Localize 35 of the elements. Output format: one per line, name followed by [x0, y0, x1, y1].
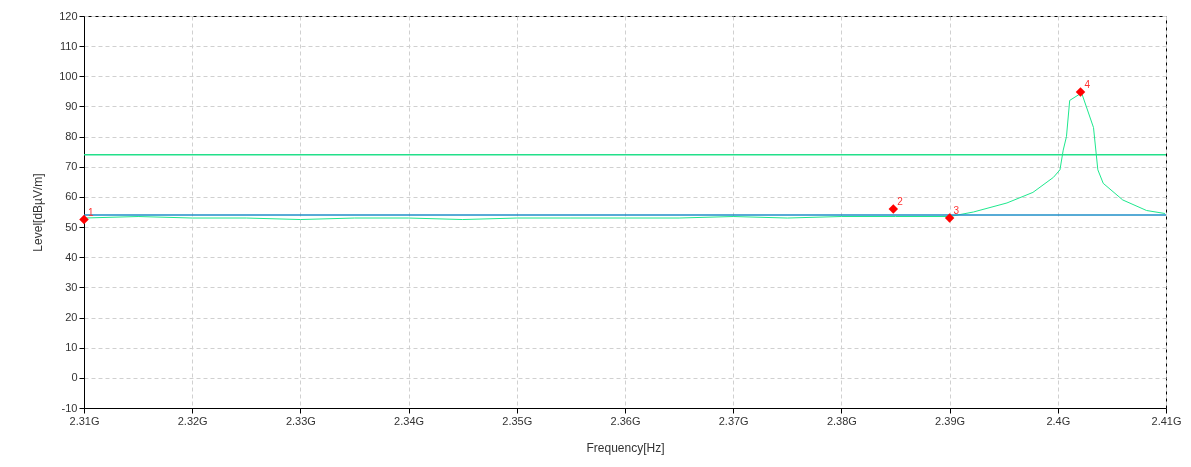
annotation: 4 [1084, 78, 1091, 90]
point [1075, 87, 1086, 97]
y-tick-label: 20 [65, 311, 78, 324]
y-axis-title: Level[dBµV/m] [31, 173, 46, 252]
x-tick-label: 2.38G [826, 414, 857, 427]
y-tick-label: 90 [65, 99, 78, 112]
x-tick-label: 2.35G [502, 414, 533, 427]
y-tick-label: 100 [59, 69, 78, 82]
x-tick-label: 2.32G [177, 414, 208, 427]
y-tick-label: 120 [59, 9, 78, 22]
y-tick-label: 0 [71, 371, 78, 384]
x-axis-title: Frequency[Hz] [586, 440, 665, 455]
y-tick-label: 80 [65, 130, 78, 143]
y-tick-label: 110 [59, 39, 78, 52]
y-tick-label: 40 [65, 250, 78, 263]
x-tick-label: 2.31G [69, 414, 100, 427]
x-tick-label: 2.41G [1151, 414, 1182, 427]
x-tick-label: 2.4G [1046, 414, 1071, 427]
x-tick-label: 2.37G [718, 414, 749, 427]
x-tick-label: 2.33G [285, 414, 316, 427]
point [79, 214, 89, 225]
x-tick-label: 2.34G [394, 414, 425, 427]
x-tick-label: 2.39G [935, 414, 966, 427]
annotation: 2 [897, 195, 904, 207]
y-tick-label: 70 [65, 160, 78, 173]
point [944, 213, 955, 223]
y-tick-label: 60 [65, 190, 78, 203]
annotation: 1 [88, 206, 94, 218]
y-tick-label: 10 [65, 341, 78, 354]
y-tick-label: -10 [61, 401, 78, 414]
y-tick-label: 30 [65, 280, 78, 293]
annotation: 3 [953, 205, 960, 217]
y-tick-label: 50 [65, 220, 78, 233]
point [888, 204, 899, 214]
x-tick-label: 2.36G [610, 414, 641, 427]
